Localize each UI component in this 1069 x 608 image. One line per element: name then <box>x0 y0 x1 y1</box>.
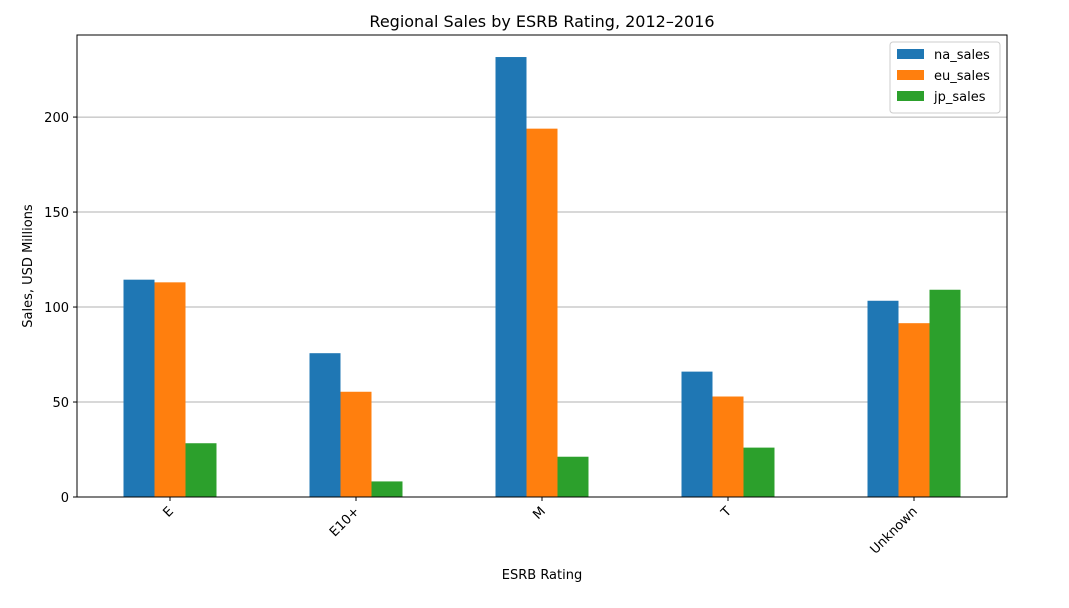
bar-jp_sales-unknown <box>929 289 961 497</box>
bar-na_sales-m <box>495 57 527 497</box>
x-axis-label: ESRB Rating <box>502 568 582 583</box>
bar-eu_sales-e10 <box>340 391 372 497</box>
legend-swatch-jp_sales <box>897 91 924 101</box>
bar-na_sales-unknown <box>867 300 899 497</box>
legend: na_sales eu_sales jp_sales <box>889 41 1001 114</box>
bar-jp_sales-e <box>185 443 217 497</box>
y-axis: 0 50 100 150 200 <box>44 111 77 506</box>
y-tick-label: 0 <box>61 491 69 506</box>
y-tick-label: 200 <box>44 111 69 126</box>
x-tick-label: E <box>160 504 176 520</box>
bar-eu_sales-unknown <box>898 323 930 497</box>
bar-eu_sales-e <box>154 282 186 497</box>
legend-label-na_sales: na_sales <box>934 48 990 63</box>
legend-swatch-eu_sales <box>897 70 924 80</box>
bar-eu_sales-m <box>526 128 558 497</box>
x-tick-label: T <box>718 504 735 521</box>
chart-title: Regional Sales by ESRB Rating, 2012–2016 <box>369 12 714 31</box>
y-axis-label: Sales, USD Millions <box>21 204 36 328</box>
bar-na_sales-e <box>123 279 155 497</box>
x-tick-label: E10+ <box>327 504 363 540</box>
bar-jp_sales-m <box>557 456 589 497</box>
bar-eu_sales-t <box>712 396 744 497</box>
y-tick-label: 150 <box>44 206 69 221</box>
legend-swatch-na_sales <box>897 49 924 59</box>
bar-na_sales-t <box>681 371 713 497</box>
x-tick-label: M <box>530 504 549 523</box>
bars <box>123 57 961 497</box>
x-axis: E E10+ M T Unknown <box>160 497 921 558</box>
bar-na_sales-e10 <box>309 353 341 497</box>
x-tick-label: Unknown <box>868 504 921 557</box>
legend-label-jp_sales: jp_sales <box>933 90 986 105</box>
bar-jp_sales-e10 <box>371 481 403 497</box>
y-tick-label: 100 <box>44 301 69 316</box>
legend-label-eu_sales: eu_sales <box>934 69 990 84</box>
y-tick-label: 50 <box>52 396 69 411</box>
bar-jp_sales-t <box>743 447 775 497</box>
